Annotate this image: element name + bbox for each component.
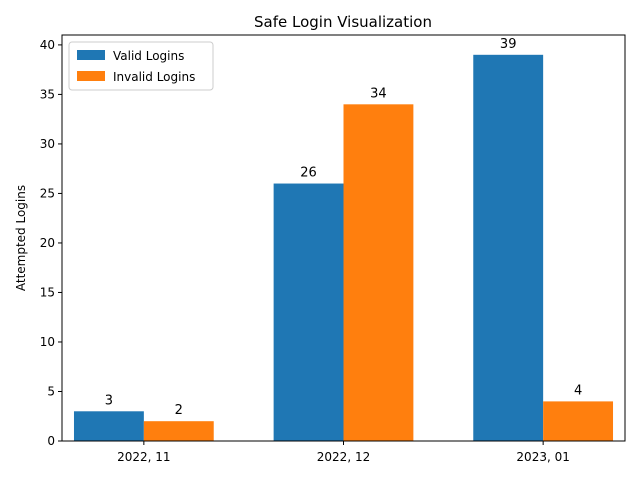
bar-invalid-logins-1 [343,104,414,441]
data-label: 3 [105,393,113,408]
y-tick-label: 5 [47,384,55,398]
data-label: 34 [370,86,387,101]
y-tick-label: 20 [40,236,55,250]
bar-invalid-logins-0 [143,421,214,441]
x-tick-label: 2022, 12 [317,450,370,464]
legend-swatch [77,50,105,60]
y-tick-label: 35 [40,87,55,101]
legend-label: Invalid Logins [113,70,195,84]
y-tick-label: 25 [40,186,55,200]
bar-invalid-logins-2 [543,401,614,441]
x-tick-label: 2022, 11 [117,450,170,464]
bar-valid-logins-2 [473,54,544,442]
y-axis-label: Attempted Logins [14,185,28,291]
legend: Valid Logins Invalid Logins [68,41,214,91]
legend-swatch [77,71,105,81]
y-tick-label: 0 [47,434,55,448]
y-tick-label: 15 [40,285,55,299]
data-label: 4 [574,383,582,398]
bar-valid-logins-0 [73,411,144,441]
y-tick-label: 40 [40,38,55,52]
data-label: 39 [500,37,517,52]
y-tick-label: 30 [40,137,55,151]
x-tick-label: 2023, 01 [516,450,569,464]
bar-valid-logins-1 [273,183,344,441]
legend-label: Valid Logins [113,49,184,63]
data-label: 26 [300,166,317,181]
y-tick-label: 10 [40,335,55,349]
chart-title: Safe Login Visualization [254,13,432,31]
data-label: 2 [175,403,183,418]
